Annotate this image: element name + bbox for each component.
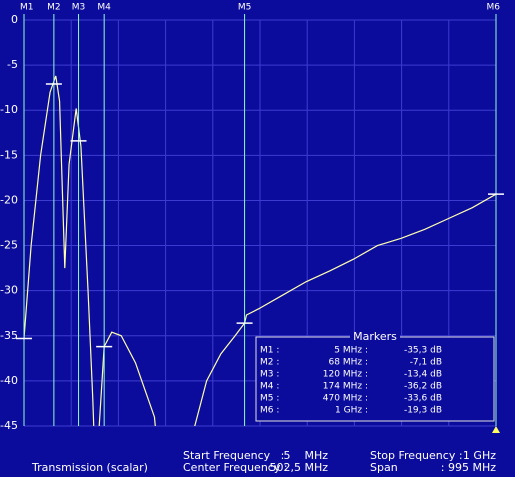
- marker-row-label: M4 :: [260, 382, 279, 392]
- marker-level-value: -33,6 dB: [404, 394, 442, 404]
- marker-row-label: M3 :: [260, 370, 279, 380]
- span-value: : 995 MHz: [441, 461, 496, 474]
- trace-line: [24, 75, 496, 426]
- y-tick-label: -20: [0, 193, 18, 206]
- y-tick-label: -10: [0, 103, 18, 116]
- marker-row-label: M2 :: [260, 358, 279, 368]
- start-value: 5 MHz: [283, 449, 328, 462]
- marker-frequency: 120 MHz :: [323, 370, 368, 380]
- markers-title: Markers: [353, 330, 397, 343]
- marker-row-label: M6 :: [260, 406, 279, 416]
- mode-label: Transmission (scalar): [31, 461, 148, 474]
- start-label: Start Frequency :: [183, 449, 284, 462]
- span-label: Span: [370, 461, 398, 474]
- marker-level-value: -19,3 dB: [404, 406, 442, 416]
- stop-label: Stop Frequency :: [370, 449, 463, 462]
- y-tick-label: -25: [0, 239, 18, 252]
- stop-value: 1 GHz: [463, 449, 496, 462]
- markers-box: [255, 336, 495, 422]
- y-tick-label: -5: [7, 58, 18, 71]
- marker-frequency: 174 MHz :: [323, 382, 368, 392]
- marker-label: M3: [72, 3, 86, 13]
- marker-frequency: 1 GHz :: [335, 406, 368, 416]
- markers-title-bg: [350, 332, 400, 342]
- marker-label: M2: [47, 3, 61, 13]
- marker-row-label: M5 :: [260, 394, 279, 404]
- marker-frequency: 470 MHz :: [323, 394, 368, 404]
- y-tick-label: -35: [0, 329, 18, 342]
- marker-frequency: 5 MHz :: [334, 346, 368, 356]
- end-indicator: [492, 426, 500, 433]
- marker-row-label: M1 :: [260, 346, 279, 356]
- y-tick-label: -15: [0, 148, 18, 161]
- marker-label: M6: [487, 3, 501, 13]
- center-value: 502,5 MHz: [269, 461, 328, 474]
- marker-level-value: -36,2 dB: [404, 382, 442, 392]
- y-tick-label: 0: [11, 13, 18, 26]
- marker-level-value: -7,1 dB: [410, 358, 442, 368]
- marker-frequency: 68 MHz :: [329, 358, 368, 368]
- marker-label: M5: [238, 3, 252, 13]
- marker-label: M1: [20, 3, 34, 13]
- y-tick-label: -45: [0, 419, 18, 432]
- y-tick-label: -30: [0, 284, 18, 297]
- center-label: Center Frequency :: [183, 461, 288, 474]
- marker-level-value: -35,3 dB: [404, 346, 442, 356]
- marker-label: M4: [97, 3, 111, 13]
- marker-level-value: -13,4 dB: [404, 370, 442, 380]
- y-tick-label: -40: [0, 374, 18, 387]
